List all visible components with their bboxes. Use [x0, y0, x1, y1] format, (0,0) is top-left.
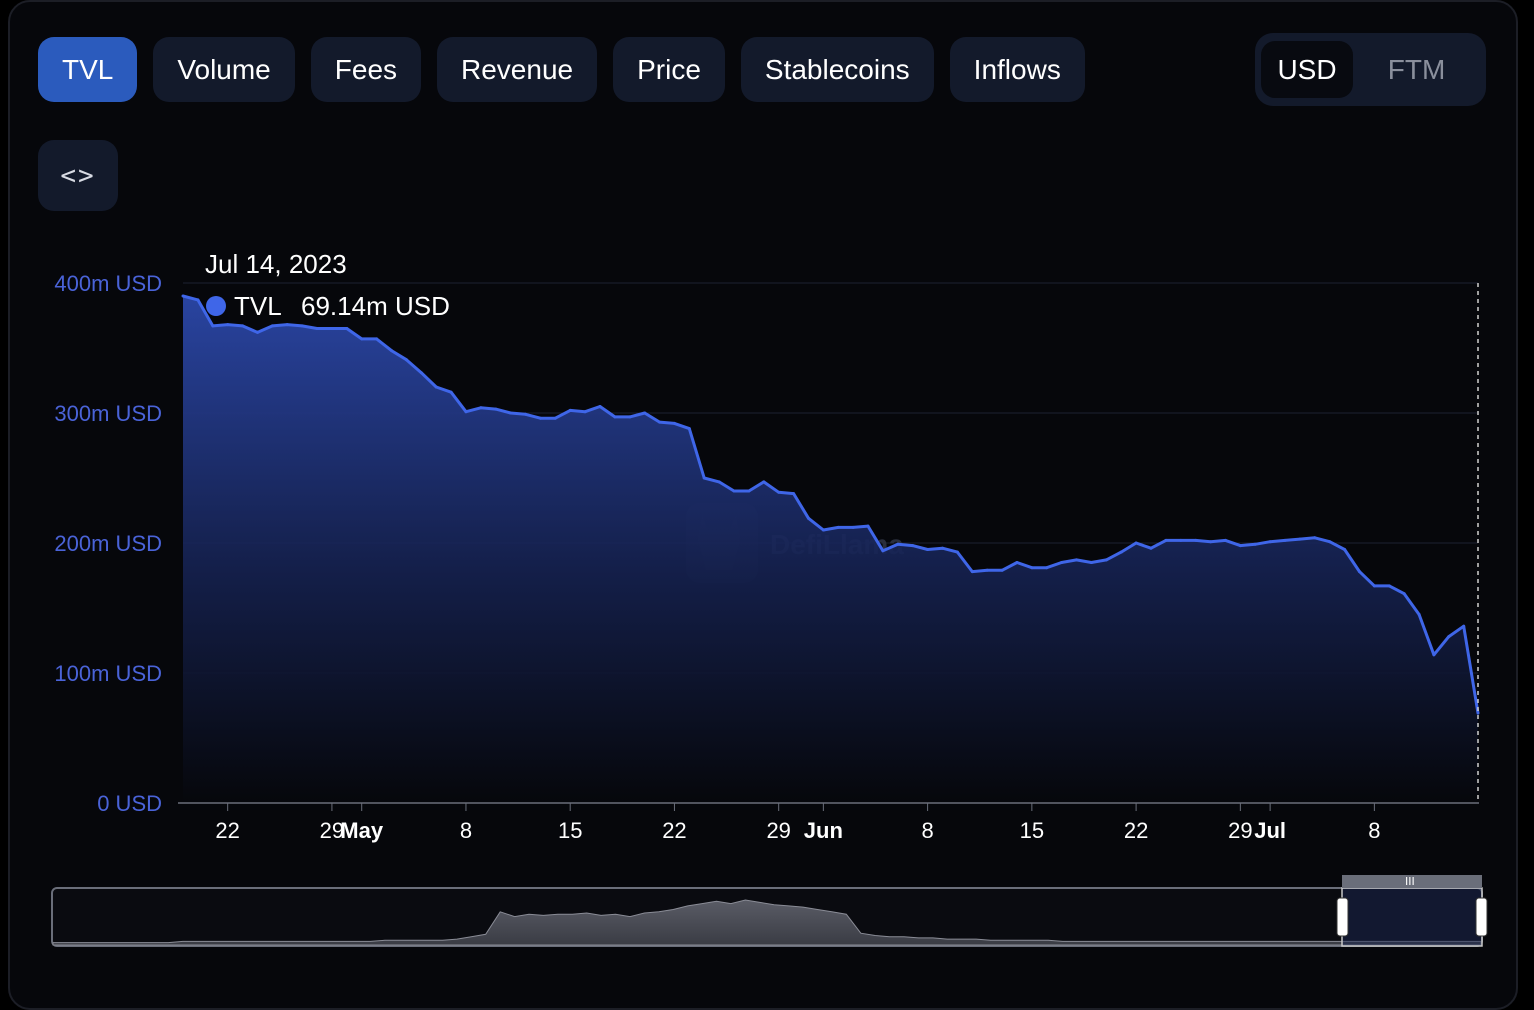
- x-tick-label: 8: [1368, 818, 1380, 843]
- x-tick-label: May: [340, 818, 384, 843]
- navigator-left-handle[interactable]: [1336, 897, 1349, 937]
- tooltip-series-dot: [206, 296, 226, 316]
- metric-tabs: TVL Volume Fees Revenue Price Stablecoins Infl…: [38, 37, 1085, 102]
- tvl-area: [183, 296, 1478, 803]
- tab-tvl[interactable]: TVL: [38, 37, 138, 102]
- x-tick-label: 29: [320, 818, 344, 843]
- navigator-selection[interactable]: [1341, 887, 1483, 947]
- x-tick-label: 29: [766, 818, 790, 843]
- navigator-area: [52, 899, 1482, 946]
- tooltip-date: Jul 14, 2023: [205, 249, 347, 279]
- tooltip-value: 69.14m USD: [301, 291, 450, 321]
- overview-navigator[interactable]: III: [51, 875, 1488, 947]
- embed-code-button[interactable]: <>: [38, 140, 118, 211]
- tab-volume[interactable]: Volume: [153, 37, 295, 102]
- y-tick-label: 100m USD: [54, 661, 162, 686]
- currency-option-usd[interactable]: USD: [1261, 41, 1353, 98]
- x-tick-label: 8: [460, 818, 472, 843]
- tvl-line: [182, 294, 1480, 714]
- y-tick-label: 200m USD: [54, 531, 162, 556]
- currency-toggle[interactable]: USD FTM: [1255, 33, 1486, 106]
- x-tick-label: 15: [558, 818, 582, 843]
- y-tick-label: 0 USD: [97, 791, 162, 816]
- x-tick-label: Jun: [804, 818, 843, 843]
- grip-lines-icon: III: [1405, 875, 1415, 888]
- tab-inflows[interactable]: Inflows: [949, 37, 1085, 102]
- tab-fees[interactable]: Fees: [310, 37, 422, 102]
- x-tick-label: Jul: [1254, 818, 1286, 843]
- x-tick-label: 22: [662, 818, 686, 843]
- tooltip-series-name: TVL: [234, 291, 282, 321]
- tab-revenue[interactable]: Revenue: [437, 37, 598, 102]
- x-tick-label: 8: [921, 818, 933, 843]
- y-tick-label: 400m USD: [54, 271, 162, 296]
- tab-price[interactable]: Price: [613, 37, 725, 102]
- code-brackets-icon: <>: [60, 160, 96, 191]
- x-tick-label: 22: [215, 818, 239, 843]
- x-tick-label: 22: [1124, 818, 1148, 843]
- navigator-drag-bar[interactable]: [1342, 875, 1482, 888]
- x-tick-label: 29: [1228, 818, 1252, 843]
- navigator-right-handle[interactable]: [1475, 897, 1488, 937]
- y-tick-label: 300m USD: [54, 401, 162, 426]
- tab-stablecoins[interactable]: Stablecoins: [740, 37, 934, 102]
- currency-option-ftm[interactable]: FTM: [1387, 53, 1446, 85]
- y-axis: 0 USD 100m USD 200m USD 300m USD 400m USD: [54, 271, 162, 816]
- x-tick-label: 15: [1020, 818, 1044, 843]
- tooltip: Jul 14, 2023 TVL 69.14m USD: [205, 249, 450, 321]
